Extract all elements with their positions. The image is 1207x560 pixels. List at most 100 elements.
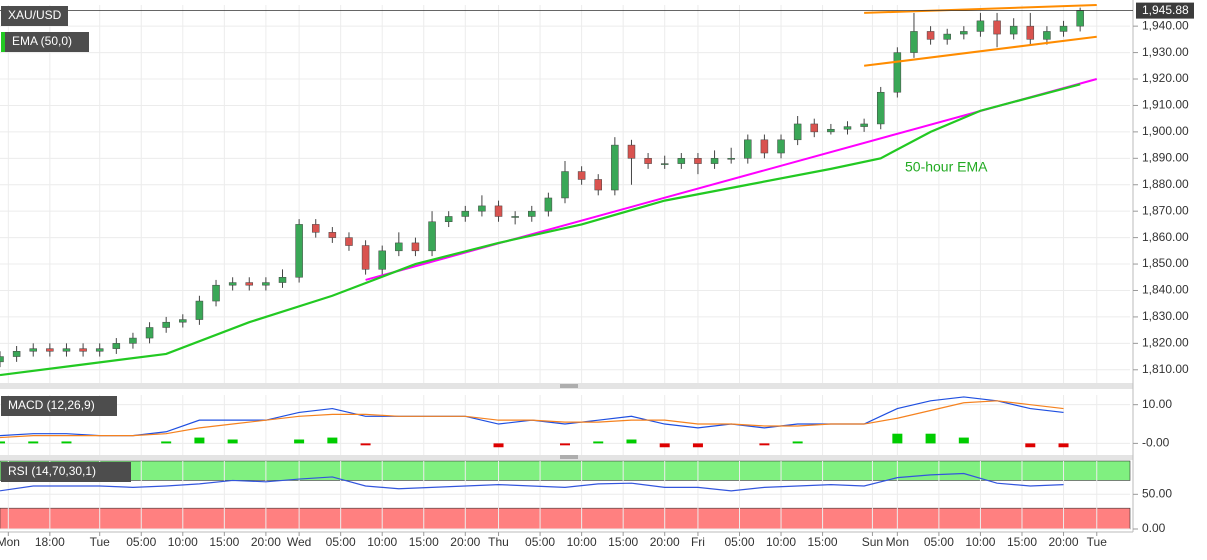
panel-title: XAU/USD [8,8,62,22]
candle-body [710,158,719,164]
panel-title: RSI (14,70,30,1) [8,464,96,478]
trend-line [863,35,1097,67]
histogram-bar [161,441,172,444]
x-tick-label: 10:00 [567,535,597,549]
x-tick-label: Mon [0,535,20,549]
x-tick-label: 15:00 [209,535,239,549]
histogram-bar [294,439,305,444]
y-tick-label: 1,820.00 [1142,336,1189,350]
legend-box [1,32,89,52]
candle-body [79,348,87,352]
y-tick-label: 1,840.00 [1142,283,1189,297]
candle-body [760,139,769,154]
histogram-bar [626,439,637,444]
candle-body [876,91,885,125]
candle-body [444,216,453,223]
candle-body [511,216,519,218]
last-price-box [1136,2,1194,19]
x-tick-label: 05:00 [924,535,954,549]
candle-body [29,348,37,352]
candle-body [694,158,702,164]
histogram-bar [360,443,371,446]
histogram-bar [925,433,936,444]
histogram-bar [493,443,504,448]
y-tick-label: 0.00 [1142,521,1166,535]
candle-body [179,319,187,323]
x-tick-label: 05:00 [126,535,156,549]
candle-body [278,277,287,283]
candle-body [295,224,303,278]
y-tick-label: -0.00 [1142,436,1170,450]
ema-line [0,83,1081,377]
x-tick-label: 15:00 [409,535,439,549]
candle-body [960,31,968,35]
y-tick-label: 1,880.00 [1142,177,1189,191]
candle-body [62,348,71,352]
histogram-bar [1025,443,1036,448]
y-tick-label: 1,830.00 [1142,309,1189,323]
candle-body [860,123,868,127]
x-tick-label: 10:00 [168,535,198,549]
x-tick-label: 10:00 [367,535,397,549]
y-tick-label: 1,890.00 [1142,150,1189,164]
x-tick-label: 05:00 [724,535,754,549]
y-tick-label: 1,940.00 [1142,18,1189,32]
candle-body [46,348,54,352]
candle-body [577,171,586,180]
candle-body [1059,25,1068,32]
histogram-bar [227,439,238,444]
x-tick-label: Mon [886,535,909,549]
histogram-bar [560,443,570,446]
resize-handle [560,455,578,459]
candle-body [827,128,835,133]
histogram-bar [659,443,670,448]
candle-body [744,139,752,159]
candle-body [976,20,985,32]
histogram-bar [194,437,205,444]
histogram-bar [61,441,72,444]
legend-swatch [1,32,5,52]
panel-title: MACD (12,26,9) [8,398,95,412]
resize-handle [560,384,578,388]
panel-title-box [1,6,68,26]
candle-body [943,33,951,40]
oversold-zone [0,507,1131,530]
candle-body [627,144,636,159]
x-tick-label: 05:00 [525,535,555,549]
candle-body [926,31,935,40]
candle-body [95,348,104,352]
candle-body [428,221,436,252]
y-tick-label: 1,900.00 [1142,124,1189,138]
candle-body [494,205,503,217]
histogram-bar [958,437,969,444]
y-tick-label: 1,810.00 [1142,362,1189,376]
candle-body [411,242,420,252]
candle-body [677,158,686,164]
histogram-bar [692,443,703,448]
candle-body [777,139,785,154]
candle-body [727,158,735,160]
candle-body [644,158,652,164]
x-tick-label: 20:00 [650,535,680,549]
y-tick-label: 50.00 [1142,486,1172,500]
x-tick-label: 18:00 [35,535,65,549]
x-tick-label: Thu [488,535,509,549]
candle-body [162,321,170,328]
x-tick-label: 15:00 [808,535,838,549]
candle-body [361,245,370,270]
x-tick-label: 15:00 [1007,535,1037,549]
candle-body [810,123,819,133]
candle-body [478,205,486,212]
candle-body [328,232,337,238]
candle-body [893,52,902,93]
candle-body [1009,25,1018,35]
candle-body [528,210,536,217]
histogram-bar [759,443,770,446]
x-tick-label: Fri [691,535,705,549]
trend-line [864,4,1097,14]
histogram-bar [792,441,803,444]
candle-body [195,300,204,320]
x-tick-label: 20:00 [1049,535,1079,549]
candle-body [793,123,802,141]
series-line [0,400,1064,439]
